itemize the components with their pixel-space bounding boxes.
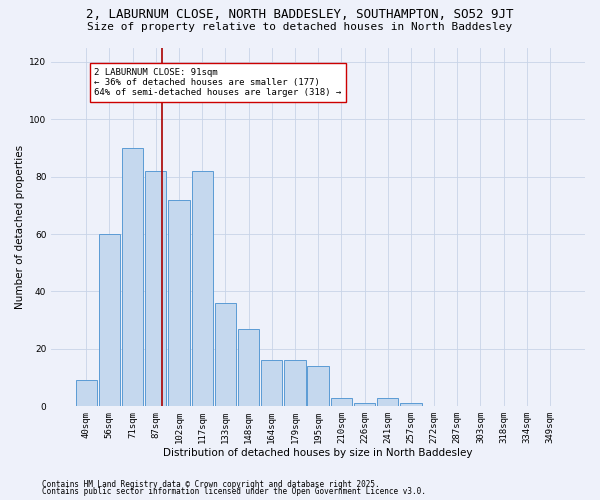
Text: 2, LABURNUM CLOSE, NORTH BADDESLEY, SOUTHAMPTON, SO52 9JT: 2, LABURNUM CLOSE, NORTH BADDESLEY, SOUT… [86, 8, 514, 20]
Y-axis label: Number of detached properties: Number of detached properties [15, 145, 25, 309]
Bar [331, 398, 352, 406]
Bar [354, 404, 375, 406]
Text: Contains HM Land Registry data © Crown copyright and database right 2025.: Contains HM Land Registry data © Crown c… [42, 480, 380, 489]
X-axis label: Distribution of detached houses by size in North Baddesley: Distribution of detached houses by size … [163, 448, 473, 458]
Bar [284, 360, 305, 406]
Text: 2 LABURNUM CLOSE: 91sqm
← 36% of detached houses are smaller (177)
64% of semi-d: 2 LABURNUM CLOSE: 91sqm ← 36% of detache… [94, 68, 341, 98]
Bar [169, 200, 190, 406]
Bar [377, 398, 398, 406]
Text: Contains public sector information licensed under the Open Government Licence v3: Contains public sector information licen… [42, 488, 426, 496]
Bar [99, 234, 120, 406]
Bar [122, 148, 143, 406]
Text: Size of property relative to detached houses in North Baddesley: Size of property relative to detached ho… [88, 22, 512, 32]
Bar [76, 380, 97, 406]
Bar [145, 171, 166, 406]
Bar [215, 303, 236, 406]
Bar [191, 171, 213, 406]
Bar [238, 328, 259, 406]
Bar [261, 360, 283, 406]
Bar [307, 366, 329, 406]
Bar [400, 404, 422, 406]
